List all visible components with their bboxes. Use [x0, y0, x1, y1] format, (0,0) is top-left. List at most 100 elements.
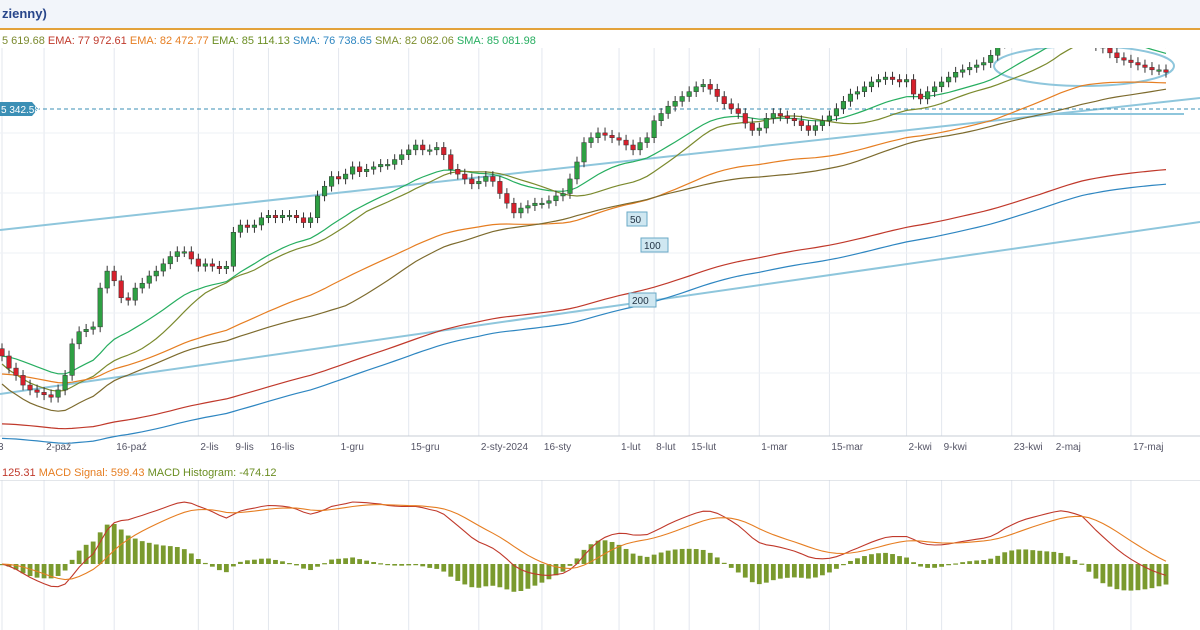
candle-body[interactable] — [188, 251, 194, 260]
candle-body[interactable] — [672, 101, 678, 107]
candle-body[interactable] — [609, 135, 615, 138]
candle-body[interactable] — [202, 263, 208, 267]
candle-body[interactable] — [469, 178, 475, 185]
candle-body[interactable] — [721, 96, 727, 105]
candle-body[interactable] — [209, 263, 215, 267]
candle-body[interactable] — [230, 232, 236, 267]
candle-body[interactable] — [581, 142, 587, 163]
candle-body[interactable] — [160, 263, 166, 272]
macd-chart[interactable] — [0, 480, 1200, 630]
candle-body[interactable] — [322, 185, 328, 197]
candle-body[interactable] — [476, 181, 482, 185]
candle-body[interactable] — [995, 48, 1001, 56]
candle-body[interactable] — [791, 118, 797, 121]
candle-body[interactable] — [343, 173, 349, 180]
candle-body[interactable] — [518, 207, 524, 214]
candle-body[interactable] — [441, 147, 447, 155]
candle-body[interactable] — [420, 144, 426, 151]
candle-body[interactable] — [83, 329, 89, 332]
candle-body[interactable] — [539, 202, 545, 205]
candle-body[interactable] — [146, 275, 152, 284]
candle-body[interactable] — [20, 375, 26, 386]
candle-body[interactable] — [434, 147, 440, 151]
candle-body[interactable] — [34, 389, 40, 393]
candle-body[interactable] — [1142, 64, 1148, 68]
candle-body[interactable] — [125, 297, 131, 301]
candle-body[interactable] — [665, 105, 671, 114]
candle-body[interactable] — [62, 375, 68, 391]
candle-body[interactable] — [104, 270, 110, 289]
candle-body[interactable] — [244, 224, 250, 228]
candle-body[interactable] — [868, 81, 875, 88]
candle-body[interactable] — [728, 103, 734, 109]
candle-body[interactable] — [567, 178, 573, 194]
candle-body[interactable] — [90, 326, 96, 330]
candle-body[interactable] — [918, 93, 924, 100]
candle-body[interactable] — [707, 84, 713, 90]
candle-body[interactable] — [784, 115, 790, 119]
candle-body[interactable] — [406, 149, 412, 155]
candle-body[interactable] — [462, 173, 468, 180]
candle-body[interactable] — [286, 215, 293, 218]
candle-body[interactable] — [658, 113, 664, 121]
candle-body[interactable] — [251, 224, 257, 228]
candle-body[interactable] — [385, 164, 391, 167]
candle-body[interactable] — [532, 202, 538, 206]
candle-body[interactable] — [378, 164, 384, 168]
candle-body[interactable] — [588, 137, 594, 143]
candle-body[interactable] — [714, 88, 720, 97]
candle-body[interactable] — [265, 215, 272, 218]
candle-body[interactable] — [399, 154, 405, 160]
candle-body[interactable] — [174, 251, 180, 257]
candle-body[interactable] — [553, 195, 559, 202]
candle-body[interactable] — [293, 215, 300, 218]
candle-body[interactable] — [111, 270, 117, 282]
candle-body[interactable] — [216, 266, 222, 269]
candle-body[interactable] — [237, 224, 243, 233]
candle-body[interactable] — [749, 122, 755, 131]
candle-body[interactable] — [693, 86, 699, 92]
candle-body[interactable] — [896, 79, 903, 83]
candle-body[interactable] — [357, 166, 363, 172]
candle-body[interactable] — [889, 76, 896, 80]
candle-body[interactable] — [307, 217, 314, 223]
candle-body[interactable] — [960, 69, 966, 73]
candle-body[interactable] — [153, 270, 159, 277]
candle-body[interactable] — [490, 176, 496, 182]
candle-body[interactable] — [953, 72, 959, 78]
candle-body[interactable] — [97, 287, 103, 328]
candle-body[interactable] — [847, 93, 854, 102]
candle-body[interactable] — [742, 113, 748, 124]
candle-body[interactable] — [932, 86, 938, 92]
candle-body[interactable] — [630, 144, 636, 151]
candle-body[interactable] — [0, 348, 5, 357]
candle-body[interactable] — [504, 193, 510, 204]
candle-body[interactable] — [967, 67, 973, 71]
candle-body[interactable] — [1114, 52, 1120, 58]
candle-body[interactable] — [195, 258, 201, 267]
candle-body[interactable] — [41, 392, 47, 396]
candle-body[interactable] — [840, 101, 846, 109]
candle-body[interactable] — [13, 367, 19, 376]
candle-body[interactable] — [427, 149, 433, 152]
candle-body[interactable] — [981, 62, 987, 66]
candle-body[interactable] — [167, 256, 173, 265]
candle-body[interactable] — [616, 137, 622, 141]
candle-body[interactable] — [602, 132, 608, 136]
candle-body[interactable] — [139, 282, 145, 289]
candle-body[interactable] — [875, 79, 882, 83]
candle-body[interactable] — [48, 394, 54, 398]
candle-body[interactable] — [651, 120, 657, 138]
candle-body[interactable] — [770, 113, 776, 119]
candle-body[interactable] — [132, 287, 138, 301]
candle-body[interactable] — [763, 118, 769, 129]
candle-body[interactable] — [76, 331, 82, 345]
candle-body[interactable] — [55, 389, 61, 398]
candle-body[interactable] — [735, 108, 741, 114]
candle-body[interactable] — [988, 55, 994, 63]
candle-body[interactable] — [525, 205, 531, 209]
candle-body[interactable] — [560, 193, 566, 197]
candle-body[interactable] — [1135, 62, 1141, 66]
candle-body[interactable] — [1149, 67, 1155, 71]
candle-body[interactable] — [925, 91, 931, 100]
